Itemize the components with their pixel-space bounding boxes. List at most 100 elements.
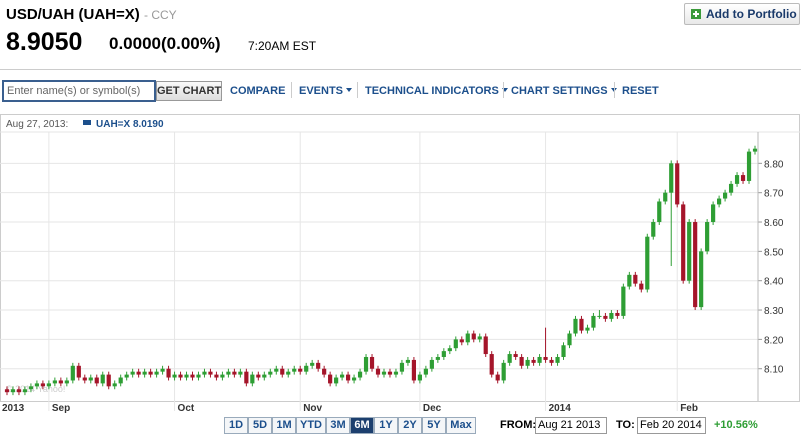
candle-body	[345, 374, 351, 381]
candle-body	[316, 362, 321, 369]
candle-body	[369, 356, 375, 369]
candle-body	[244, 371, 249, 384]
legend-date: Aug 27, 2013:	[6, 119, 68, 130]
watermark: © 2014 Yahoo!	[6, 384, 65, 394]
range-button[interactable]: 2Y	[398, 417, 422, 434]
title: USD/UAH (UAH=X)	[6, 6, 140, 23]
candle-body	[740, 175, 746, 181]
menu-item[interactable]: CHART SETTINGS	[511, 85, 617, 97]
candle-body	[543, 356, 548, 360]
menu-item[interactable]: TECHNICAL INDICATORS	[365, 85, 508, 97]
candle-body	[615, 312, 620, 316]
candle-body	[746, 151, 752, 181]
candle-body	[507, 354, 512, 363]
candle-body	[627, 274, 632, 287]
candle-body	[399, 362, 405, 372]
candle-body	[76, 365, 81, 378]
candle-body	[441, 351, 446, 357]
candle-body	[519, 356, 524, 366]
x-tick-label: Sep	[52, 403, 70, 414]
candle-body	[555, 356, 560, 363]
symbol-input[interactable]: Enter name(s) or symbol(s)	[2, 80, 156, 102]
candle-body	[675, 163, 680, 205]
candle-body	[4, 389, 10, 393]
candle-body	[657, 201, 662, 223]
range-button[interactable]: 1D	[224, 417, 248, 434]
candle-body	[501, 362, 506, 381]
range-button[interactable]: 1M	[272, 417, 296, 434]
candle-body	[489, 354, 494, 375]
range-button[interactable]: YTD	[296, 417, 326, 434]
candle-body	[268, 371, 273, 375]
add-to-portfolio[interactable]: Add to Portfolio	[684, 3, 800, 25]
candle-body	[549, 359, 554, 363]
candle-body	[459, 339, 464, 343]
range-button[interactable]: 5D	[248, 417, 272, 434]
candle-body	[357, 371, 363, 378]
candle-body	[178, 374, 183, 378]
range-button[interactable]: 6M	[350, 417, 374, 434]
menu-item[interactable]: COMPARE	[230, 85, 286, 97]
candle-body	[728, 183, 734, 193]
candle-body	[471, 333, 476, 340]
menu-separator	[357, 82, 358, 98]
candle-body	[393, 371, 399, 375]
candle-body	[184, 374, 189, 378]
chart: Aug 27, 2013: UAH=X 8.0190 © 2014 Yahoo!…	[0, 114, 800, 414]
candle-body	[621, 286, 626, 316]
candle-body	[202, 371, 207, 375]
get-chart-button[interactable]: GET CHART	[156, 81, 222, 101]
candle-body	[274, 368, 279, 372]
y-tick-label: 8.80	[764, 159, 784, 170]
candle-body	[722, 192, 728, 199]
candle-body	[375, 368, 381, 375]
candle-body	[663, 192, 668, 202]
menu-separator	[503, 82, 504, 98]
candle-body	[148, 371, 153, 375]
range-button[interactable]: 3M	[326, 417, 350, 434]
candle-body	[525, 359, 530, 366]
candle-body	[262, 374, 267, 378]
candle-body	[363, 356, 369, 372]
candle-body	[423, 368, 428, 375]
dropdown-arrow	[346, 88, 353, 92]
candle-body	[639, 283, 644, 290]
candle-body	[52, 380, 57, 384]
chart-frame	[0, 114, 800, 402]
dropdown-arrow	[501, 88, 508, 92]
candle-body	[190, 374, 195, 378]
candle-body	[118, 377, 123, 384]
from-date[interactable]: Aug 21 2013	[535, 417, 607, 434]
candle-body	[711, 204, 716, 223]
candle-body	[106, 374, 111, 387]
x-tick-label: Dec	[423, 403, 442, 414]
x-tick-label: 2014	[549, 403, 572, 414]
period-change: +10.56%	[714, 419, 758, 431]
range-button[interactable]: 1Y	[374, 417, 398, 434]
menu-item[interactable]: EVENTS	[299, 85, 353, 97]
candle-body	[651, 222, 656, 237]
candle-body	[537, 356, 542, 363]
candle-body	[453, 339, 458, 349]
menu-item[interactable]: RESET	[622, 85, 659, 97]
to-date[interactable]: Feb 20 2014	[637, 417, 706, 434]
candle-body	[585, 327, 590, 331]
range-button[interactable]: 5Y	[422, 417, 446, 434]
candle-body	[280, 368, 285, 375]
candle-body	[88, 377, 93, 381]
candle-body	[310, 362, 315, 366]
candle-body	[220, 374, 225, 378]
y-tick-label: 8.40	[764, 277, 784, 288]
menu-separator	[614, 82, 615, 98]
dropdown-arrow	[610, 88, 617, 92]
legend-swatch	[83, 120, 91, 125]
candle-body	[699, 251, 704, 308]
candle-body	[752, 148, 758, 152]
candle-body	[286, 371, 291, 375]
exchange: - CCY	[144, 8, 177, 22]
range-button[interactable]: Max	[446, 417, 476, 434]
candle-body	[172, 374, 177, 378]
quote-time: 7:20AM EST	[248, 39, 317, 53]
candle-body	[58, 380, 63, 384]
y-tick-label: 8.50	[764, 247, 784, 258]
